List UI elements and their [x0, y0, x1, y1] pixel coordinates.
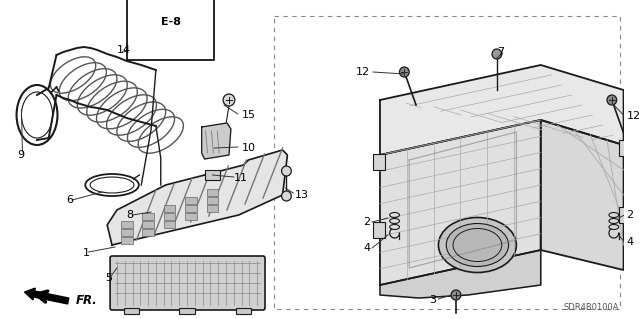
Bar — [205, 170, 220, 180]
Text: 12: 12 — [356, 67, 370, 77]
Bar — [179, 308, 195, 314]
Circle shape — [164, 194, 172, 202]
Bar — [142, 221, 154, 228]
Text: 3: 3 — [429, 295, 436, 305]
Circle shape — [451, 290, 461, 300]
Ellipse shape — [446, 224, 509, 266]
Bar — [207, 189, 218, 196]
Bar — [207, 197, 218, 204]
Bar — [185, 197, 197, 204]
Text: SDR4B0100A: SDR4B0100A — [563, 303, 619, 312]
Text: FR.: FR. — [76, 294, 98, 308]
Text: 6: 6 — [67, 195, 73, 205]
Text: 1: 1 — [83, 248, 90, 258]
Circle shape — [127, 43, 141, 57]
Bar — [207, 205, 218, 212]
Text: 13: 13 — [295, 190, 309, 200]
Text: 4: 4 — [627, 237, 634, 247]
Text: 14: 14 — [117, 45, 131, 55]
Circle shape — [607, 95, 617, 105]
Circle shape — [282, 191, 291, 201]
Text: E-8: E-8 — [161, 17, 180, 27]
Text: 8: 8 — [127, 210, 134, 220]
Bar — [373, 222, 385, 238]
Bar — [142, 213, 154, 220]
Circle shape — [399, 67, 409, 77]
Bar — [373, 154, 385, 170]
Text: 7: 7 — [497, 47, 504, 57]
Circle shape — [492, 49, 502, 59]
Polygon shape — [380, 65, 623, 155]
Text: 5: 5 — [105, 273, 112, 283]
Bar — [619, 140, 630, 156]
Polygon shape — [380, 250, 541, 298]
Polygon shape — [541, 120, 623, 270]
Bar — [121, 221, 132, 228]
Polygon shape — [202, 123, 231, 159]
Polygon shape — [107, 150, 287, 245]
Bar — [619, 207, 630, 223]
Bar — [121, 237, 132, 244]
FancyArrow shape — [24, 288, 68, 304]
FancyBboxPatch shape — [110, 256, 265, 310]
Circle shape — [223, 94, 235, 106]
Bar — [185, 205, 197, 212]
Text: 12: 12 — [627, 111, 640, 121]
Bar — [236, 308, 252, 314]
Text: 9: 9 — [17, 150, 25, 160]
Bar — [142, 229, 154, 236]
Bar — [164, 213, 175, 220]
Bar — [164, 221, 175, 228]
Text: 11: 11 — [234, 173, 248, 183]
Ellipse shape — [438, 218, 516, 272]
Bar — [185, 213, 197, 220]
Text: 4: 4 — [363, 243, 370, 253]
Bar — [164, 205, 175, 212]
Polygon shape — [380, 120, 541, 285]
Bar — [124, 308, 140, 314]
Bar — [121, 229, 132, 236]
Text: 15: 15 — [242, 110, 255, 120]
Text: 2: 2 — [363, 217, 370, 227]
Circle shape — [282, 166, 291, 176]
Text: 2: 2 — [627, 210, 634, 220]
Text: 10: 10 — [242, 143, 255, 153]
Bar — [275, 16, 620, 309]
